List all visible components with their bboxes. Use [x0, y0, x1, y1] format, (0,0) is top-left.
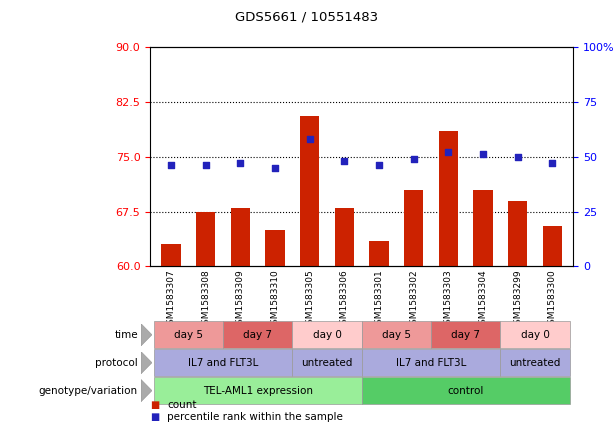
Text: control: control: [447, 386, 484, 396]
Polygon shape: [141, 352, 152, 374]
Text: genotype/variation: genotype/variation: [39, 386, 138, 396]
Text: day 7: day 7: [243, 330, 272, 340]
Bar: [300, 116, 319, 266]
Text: ■: ■: [150, 412, 159, 422]
Point: [340, 157, 349, 164]
Text: IL7 and FLT3L: IL7 and FLT3L: [396, 358, 466, 368]
Bar: [543, 226, 562, 266]
Text: untreated: untreated: [509, 358, 561, 368]
Text: count: count: [167, 400, 197, 410]
Point: [478, 151, 488, 158]
Point: [513, 153, 523, 160]
Bar: [196, 212, 215, 266]
Point: [305, 135, 314, 142]
Point: [270, 164, 280, 171]
Point: [166, 162, 176, 169]
Point: [200, 162, 210, 169]
Text: untreated: untreated: [302, 358, 352, 368]
Text: day 5: day 5: [174, 330, 203, 340]
Text: protocol: protocol: [95, 358, 138, 368]
Point: [374, 162, 384, 169]
Bar: [230, 208, 250, 266]
Text: day 7: day 7: [451, 330, 480, 340]
Text: time: time: [114, 330, 138, 340]
Bar: [370, 241, 389, 266]
Bar: [265, 230, 284, 266]
Point: [443, 149, 453, 156]
Point: [547, 160, 557, 167]
Bar: [508, 201, 527, 266]
Text: day 0: day 0: [313, 330, 341, 340]
Text: IL7 and FLT3L: IL7 and FLT3L: [188, 358, 258, 368]
Polygon shape: [141, 379, 152, 402]
Text: day 5: day 5: [382, 330, 411, 340]
Point: [409, 155, 419, 162]
Point: [235, 160, 245, 167]
Text: percentile rank within the sample: percentile rank within the sample: [167, 412, 343, 422]
Bar: [473, 190, 493, 266]
Polygon shape: [141, 324, 152, 346]
Bar: [404, 190, 423, 266]
Text: TEL-AML1 expression: TEL-AML1 expression: [203, 386, 313, 396]
Text: GDS5661 / 10551483: GDS5661 / 10551483: [235, 11, 378, 24]
Bar: [335, 208, 354, 266]
Text: day 0: day 0: [520, 330, 549, 340]
Bar: [439, 131, 458, 266]
Bar: [161, 244, 180, 266]
Text: ■: ■: [150, 400, 159, 410]
